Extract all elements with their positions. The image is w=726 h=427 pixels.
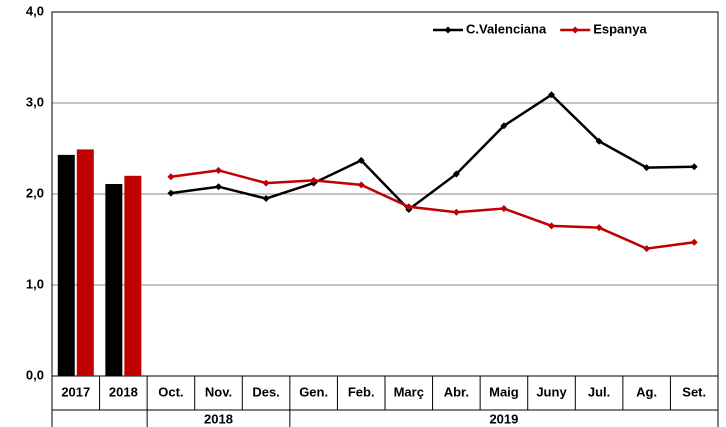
marker [548, 222, 555, 230]
marker [548, 91, 555, 99]
bar [57, 154, 75, 376]
bar [124, 175, 142, 376]
x-tick-label: Març [394, 384, 424, 399]
marker [215, 166, 222, 174]
marker [500, 205, 508, 213]
bar [76, 149, 94, 376]
legend-marker [444, 26, 452, 34]
marker [357, 181, 365, 189]
x-tick-label: Nov. [205, 384, 232, 399]
y-tick-label: 3,0 [26, 94, 44, 109]
marker [452, 208, 460, 216]
y-tick-label: 1,0 [26, 276, 44, 291]
marker [643, 164, 651, 172]
x-group-label: 2019 [489, 411, 518, 426]
x-group-label: 2018 [204, 411, 233, 426]
x-tick-label: Juny [536, 384, 567, 399]
marker [167, 189, 175, 197]
marker [405, 203, 413, 211]
x-tick-label: 2017 [61, 384, 90, 399]
x-tick-label: Des. [252, 384, 279, 399]
marker [262, 195, 270, 203]
marker [500, 122, 508, 130]
y-tick-label: 4,0 [26, 3, 44, 18]
line [170, 93, 695, 212]
y-tick-label: 2,0 [26, 185, 44, 200]
bar [105, 183, 123, 376]
x-tick-label: Set. [682, 384, 706, 399]
legend-label: Espanya [593, 21, 647, 36]
x-tick-label: Maig [489, 384, 519, 399]
marker [595, 224, 603, 232]
x-tick-label: Gen. [299, 384, 328, 399]
x-tick-label: Oct. [158, 384, 183, 399]
marker [167, 173, 175, 181]
line [170, 169, 695, 250]
marker [595, 137, 603, 145]
x-tick-label: Feb. [348, 384, 375, 399]
marker [262, 179, 270, 187]
x-tick-label: Jul. [588, 384, 610, 399]
marker [215, 183, 222, 191]
marker [690, 238, 698, 246]
marker [643, 245, 651, 253]
x-tick-label: Ag. [636, 384, 657, 399]
marker [357, 156, 365, 164]
y-tick-label: 0,0 [26, 367, 44, 382]
x-tick-label: 2018 [109, 384, 138, 399]
marker [452, 170, 460, 178]
x-tick-label: Abr. [444, 384, 469, 399]
marker [310, 176, 318, 184]
legend-marker [571, 26, 579, 34]
legend-label: C.Valenciana [466, 21, 547, 36]
marker [690, 163, 698, 171]
